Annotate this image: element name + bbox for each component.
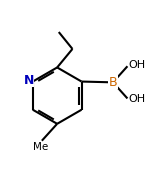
Text: Me: Me xyxy=(33,142,49,152)
Text: B: B xyxy=(109,76,117,89)
Text: N: N xyxy=(24,74,34,87)
Text: OH: OH xyxy=(128,94,145,104)
Text: OH: OH xyxy=(128,60,145,70)
